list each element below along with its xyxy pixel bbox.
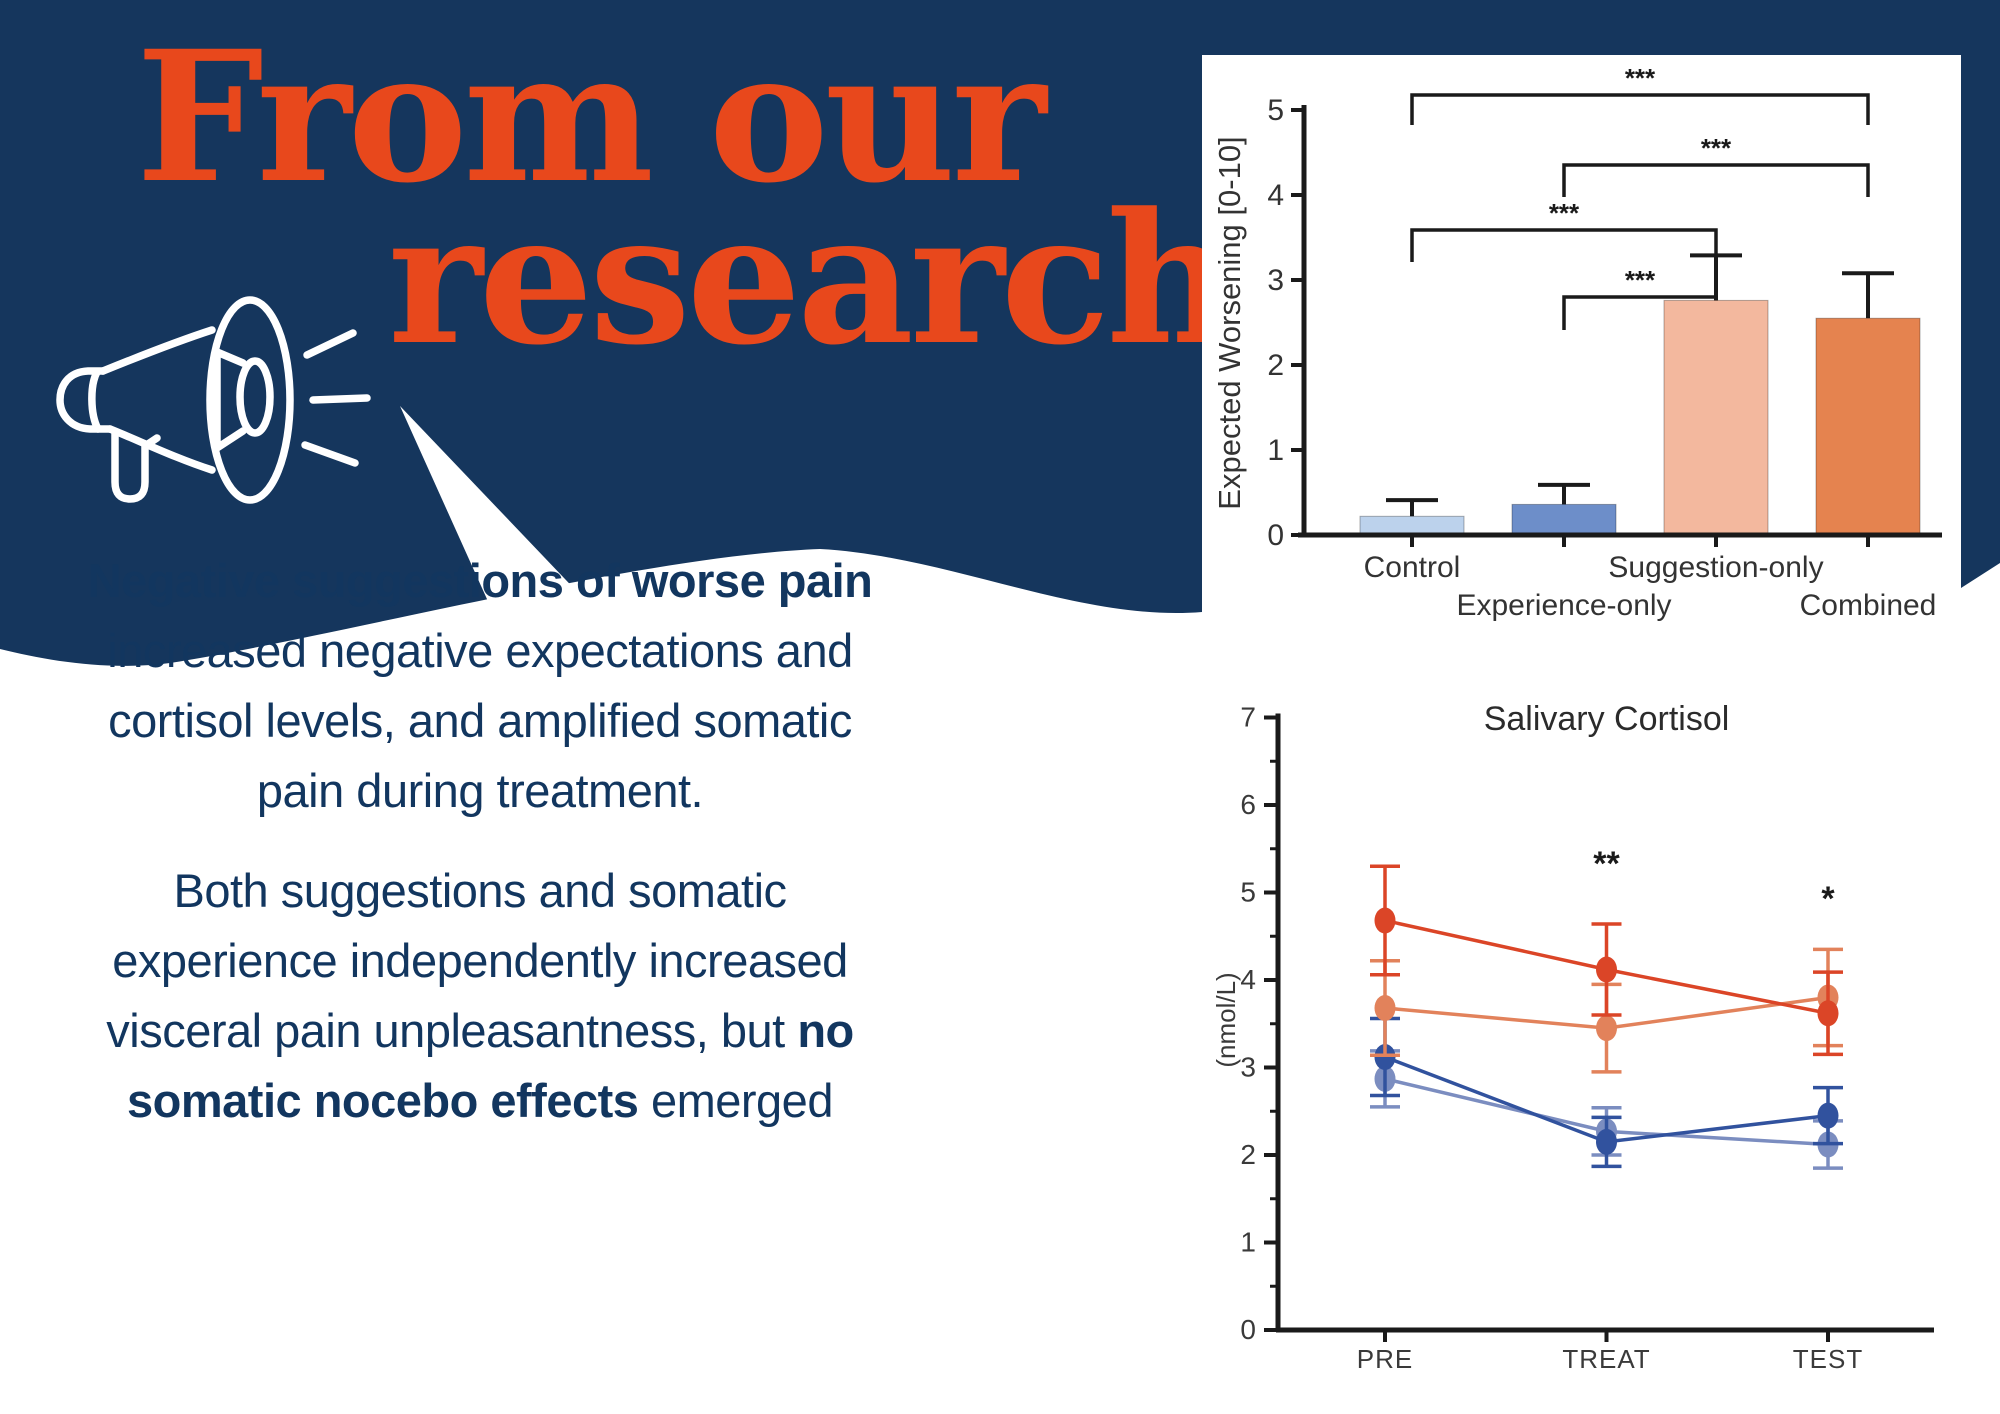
text-line: visceral pain unpleasantness, but no: [106, 1004, 854, 1057]
text-line: Negative suggestions of worse pain: [87, 554, 873, 607]
y-tick-label: 1: [1267, 434, 1284, 467]
y-tick-label: 4: [1240, 964, 1256, 995]
bar-experience-only: [1511, 503, 1617, 536]
y-tick-label: 4: [1267, 179, 1284, 212]
data-point: [1374, 995, 1396, 1021]
speech-tail: [400, 406, 585, 628]
significance-bracket: [1410, 228, 1718, 262]
text-line: Both suggestions and somatic: [173, 864, 787, 917]
bar-chart-panel: *** *** *** *** 0 1 2 3 4 5 Control Suggestion-only…: [1202, 55, 1959, 670]
text-line: experience independently increased: [112, 934, 848, 987]
y-tick-label: 2: [1267, 349, 1284, 382]
data-point: [1596, 1015, 1617, 1042]
data-point: [1596, 1128, 1617, 1155]
y-tick-label: 6: [1240, 789, 1256, 820]
series-dark-blue: [1370, 1016, 1843, 1169]
significance-label: ***: [1625, 265, 1656, 295]
line-chart-panel: Salivary Cortisol 0 1 2 3 4 5 6 7 PRE TREAT TEST (nm…: [1202, 690, 1972, 1414]
data-point: [1817, 1000, 1839, 1027]
significance-label: *: [1821, 880, 1835, 918]
x-cat-label: Suggestion-only: [1608, 551, 1823, 584]
headline-line2: research: [388, 174, 1237, 385]
significance-label: ***: [1625, 63, 1656, 93]
x-tick-label: TREAT: [1562, 1344, 1650, 1374]
text-line: somatic nocebo effects emerged: [127, 1074, 833, 1127]
y-tick-label: 1: [1240, 1227, 1256, 1258]
significance-bracket: [1410, 93, 1870, 125]
text-line: cortisol levels, and amplified somatic: [108, 694, 852, 747]
x-tick-label: PRE: [1357, 1344, 1413, 1374]
x-cat-label: Experience-only: [1456, 589, 1671, 622]
significance-label: ***: [1701, 133, 1732, 163]
y-tick-label: 5: [1240, 877, 1256, 908]
y-axis-title: (nmol/L): [1211, 972, 1241, 1067]
x-tick-label: TEST: [1793, 1344, 1863, 1374]
chart-title: Salivary Cortisol: [1484, 700, 1730, 738]
megaphone-icon: [56, 296, 294, 504]
series-dark-red: [1370, 864, 1843, 1057]
y-tick-label: 0: [1240, 1314, 1256, 1345]
x-cat-label: Combined: [1800, 589, 1937, 622]
sound-waves-icon: [301, 329, 371, 467]
text-line: increased negative expectations and: [107, 624, 853, 677]
x-cat-label: Control: [1364, 551, 1461, 584]
bar-suggestion-only: [1663, 299, 1769, 536]
y-tick-label: 2: [1240, 1139, 1256, 1170]
summary-text: Negative suggestions of worse pain increa…: [40, 546, 920, 1166]
line-chart: Salivary Cortisol 0 1 2 3 4 5 6 7 PRE TREAT TEST (nm…: [1211, 700, 1934, 1374]
bar-control: [1359, 515, 1465, 536]
y-tick-label: 0: [1267, 519, 1284, 552]
y-tick-label: 7: [1240, 702, 1256, 733]
paragraph: Negative suggestions of worse pain increa…: [40, 546, 920, 826]
significance-label: ***: [1549, 198, 1580, 228]
y-tick-label: 3: [1267, 264, 1284, 297]
bar-combined: [1815, 317, 1921, 536]
bar-chart: *** *** *** *** 0 1 2 3 4 5 Control Suggestion-only…: [1212, 63, 1942, 622]
data-point: [1596, 956, 1617, 983]
data-point: [1374, 907, 1396, 934]
significance-bracket: [1562, 163, 1870, 197]
navy-blob: [0, 0, 2000, 666]
headline-line1: From our: [136, 12, 1046, 223]
significance-label: **: [1593, 845, 1620, 883]
y-tick-label: 3: [1240, 1052, 1256, 1083]
paragraph: Both suggestions and somatic experience i…: [40, 856, 920, 1136]
y-tick-label: 5: [1267, 94, 1284, 127]
y-axis-title: Expected Worsening [0-10]: [1212, 136, 1247, 509]
text-line: pain during treatment.: [256, 764, 704, 817]
data-point: [1817, 1102, 1839, 1129]
